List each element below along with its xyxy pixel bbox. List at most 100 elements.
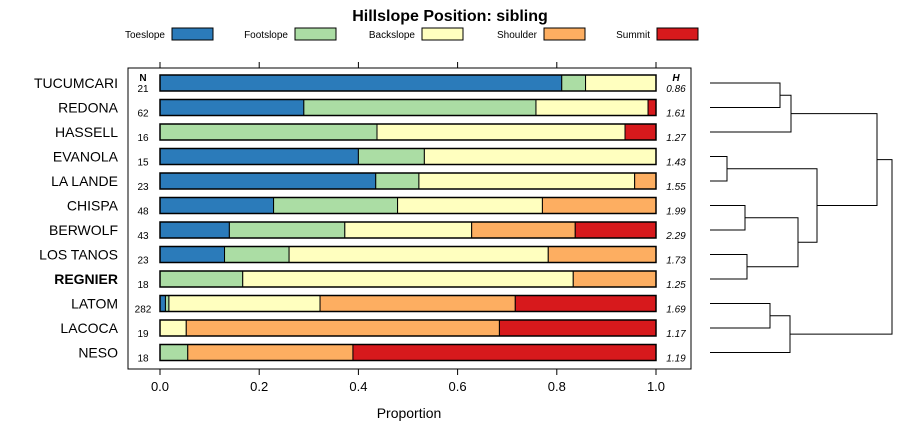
bar-redona-backslope xyxy=(535,99,649,116)
h-value-la-lande: 1.55 xyxy=(666,182,686,193)
bar-outline-regnier xyxy=(159,270,657,288)
legend-label-toeslope: Toeslope xyxy=(125,30,165,41)
bar-redona-summit xyxy=(647,99,657,116)
dendro-root xyxy=(790,159,893,335)
h-value-hassell: 1.27 xyxy=(666,133,686,144)
bar-la-lande-shoulder xyxy=(634,172,657,190)
x-tick-label: 0.0 xyxy=(151,379,169,394)
x-tick-label: 0.4 xyxy=(349,379,367,394)
bar-berwolf-footslope xyxy=(228,221,346,239)
bar-chispa-toeslope xyxy=(159,197,275,214)
legend: Toeslope Footslope Backslope Shoulder Summit xyxy=(125,27,699,41)
n-value-chispa: 48 xyxy=(137,207,149,218)
bar-outline-evanola xyxy=(159,147,657,166)
row-latom: LATOM 282 1.69 xyxy=(71,294,686,316)
bar-la-lande-toeslope xyxy=(159,172,377,190)
n-value-regnier: 18 xyxy=(137,280,149,291)
bar-redona-toeslope xyxy=(159,99,305,116)
row-hassell: HASSELL 16 1.27 xyxy=(55,123,686,144)
bar-regnier-footslope xyxy=(159,270,244,288)
x-tick-label: 0.6 xyxy=(449,379,467,394)
x-tick-label: 1.0 xyxy=(647,379,665,394)
n-value-neso: 18 xyxy=(137,354,149,365)
bar-outline-la-lande xyxy=(159,172,657,190)
bar-berwolf-summit xyxy=(574,221,657,239)
x-tick-label: 0.8 xyxy=(548,379,566,394)
row-label-chispa: CHISPA xyxy=(67,198,119,214)
bar-evanola-toeslope xyxy=(159,148,359,165)
bar-regnier-backslope xyxy=(242,270,574,288)
h-value-latom: 1.69 xyxy=(666,305,686,316)
n-column-header: N xyxy=(139,73,146,84)
bar-tucumcari-footslope xyxy=(561,74,587,92)
bar-hassell-summit xyxy=(624,123,657,141)
bar-latom-summit xyxy=(514,295,657,312)
bar-berwolf-backslope xyxy=(344,221,473,239)
h-value-lacoca: 1.17 xyxy=(666,329,686,340)
plot-frame xyxy=(127,67,692,370)
h-value-los-tanos: 1.73 xyxy=(666,256,686,267)
dendro-link xyxy=(710,315,791,353)
h-value-regnier: 1.25 xyxy=(666,280,686,291)
bar-berwolf-shoulder xyxy=(471,221,576,239)
legend-label-footslope: Footslope xyxy=(244,30,288,41)
h-value-tucumcari: 0.86 xyxy=(666,84,686,95)
bar-outline-berwolf xyxy=(159,221,657,239)
bar-lacoca-shoulder xyxy=(185,319,500,337)
bar-neso-shoulder xyxy=(187,344,354,361)
x-tick-label: 0.2 xyxy=(250,379,268,394)
bar-la-lande-backslope xyxy=(418,172,636,190)
row-label-neso: NESO xyxy=(78,345,118,361)
bar-neso-footslope xyxy=(159,344,189,361)
h-value-chispa: 1.99 xyxy=(666,207,686,218)
row-tucumcari: TUCUMCARI 21 0.86 xyxy=(34,74,686,95)
row-neso: NESO 18 1.19 xyxy=(78,343,686,365)
n-value-berwolf: 43 xyxy=(137,231,149,242)
h-value-berwolf: 2.29 xyxy=(665,231,686,242)
row-label-latom: LATOM xyxy=(71,296,118,312)
row-los-tanos: LOS TANOS 23 1.73 xyxy=(39,245,686,267)
legend-swatch-backslope xyxy=(421,27,464,41)
row-label-los-tanos: LOS TANOS xyxy=(39,247,118,263)
dendro-link xyxy=(710,303,771,329)
bar-latom-footslope xyxy=(164,295,170,312)
h-value-neso: 1.19 xyxy=(666,354,686,365)
dendro-link xyxy=(791,113,878,206)
bar-outline-hassell xyxy=(159,123,657,141)
row-redona: REDONA 62 1.61 xyxy=(58,98,686,120)
bar-berwolf-toeslope xyxy=(159,221,230,239)
row-label-la-lande: LA LANDE xyxy=(51,173,118,189)
bar-regnier-shoulder xyxy=(572,270,657,288)
row-label-regnier: REGNIER xyxy=(54,271,118,287)
bar-latom-toeslope xyxy=(159,295,166,312)
n-value-los-tanos: 23 xyxy=(137,256,149,267)
x-axis: 0.0 0.2 0.4 0.6 0.8 1.0 xyxy=(151,62,665,394)
bar-outline-latom xyxy=(159,294,657,313)
row-lacoca: LACOCA 19 1.17 xyxy=(60,319,686,340)
h-column-header: H xyxy=(672,73,680,84)
bar-la-lande-footslope xyxy=(375,172,420,190)
bar-outline-redona xyxy=(159,98,657,117)
bar-los-tanos-shoulder xyxy=(547,246,657,263)
row-label-redona: REDONA xyxy=(58,100,119,116)
row-label-hassell: HASSELL xyxy=(55,124,118,140)
row-label-tucumcari: TUCUMCARI xyxy=(34,75,118,91)
legend-label-summit: Summit xyxy=(616,30,650,41)
bar-rows: TUCUMCARI 21 0.86 REDONA 62 1.61 HASSELL 16 1.27… xyxy=(34,74,686,365)
bar-los-tanos-toeslope xyxy=(159,246,226,263)
n-value-redona: 62 xyxy=(137,109,149,120)
bar-neso-summit xyxy=(352,344,657,361)
n-value-latom: 282 xyxy=(135,305,152,316)
bar-latom-backslope xyxy=(168,295,321,312)
dendro-link xyxy=(710,82,781,108)
bar-evanola-backslope xyxy=(423,148,657,165)
legend-swatch-shoulder xyxy=(543,27,586,41)
legend-swatch-toeslope xyxy=(171,27,214,41)
h-value-redona: 1.61 xyxy=(666,109,685,120)
dendro-link xyxy=(745,217,799,268)
x-axis-label: Proportion xyxy=(377,405,442,421)
legend-label-shoulder: Shoulder xyxy=(497,30,538,41)
legend-label-backslope: Backslope xyxy=(369,30,416,41)
chart-title: Hillslope Position: sibling xyxy=(352,8,548,25)
